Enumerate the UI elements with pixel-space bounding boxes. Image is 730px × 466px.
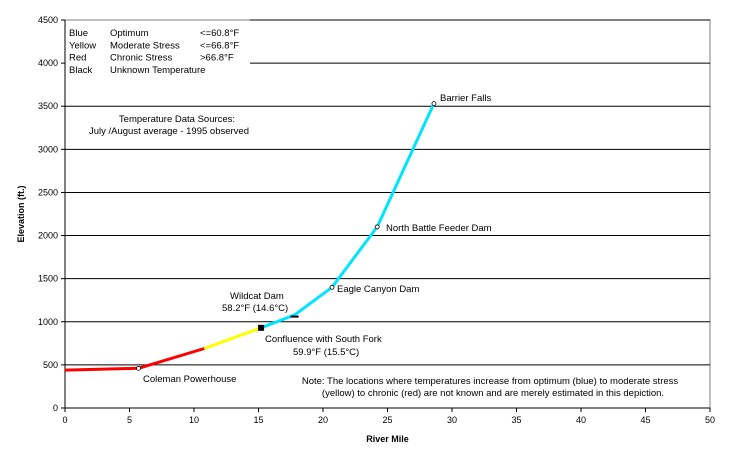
x-tick-label: 20 (318, 415, 328, 425)
y-tick-label: 2000 (38, 231, 58, 241)
y-tick-label: 4500 (38, 15, 58, 25)
x-tick-label: 5 (127, 415, 132, 425)
legend-color-name: Blue (69, 28, 88, 39)
location-label: Eagle Canyon Dam (337, 284, 419, 295)
wildcat-dam-temperature: 58.2°F (14.6°C) (222, 303, 288, 314)
axes: 0 500 1000 1500 2000 2500 3000 3500 4000 4500 0 5 10… (16, 15, 715, 444)
series-line (203, 326, 262, 350)
point-markers (136, 101, 437, 371)
location-point (329, 284, 335, 290)
confluence-temperature: 59.9°F (15.5°C) (293, 347, 359, 358)
y-tick-label: 3000 (38, 144, 58, 154)
legend-threshold: <=66.8°F (200, 40, 239, 51)
note-line-1: Note: The locations where temperatures i… (302, 376, 679, 387)
location-point (136, 365, 141, 371)
data-sources-detail: July /August average - 1995 observed (89, 126, 249, 137)
location-point (374, 224, 380, 230)
y-tick-label: 3500 (38, 101, 58, 111)
data-sources-title: Temperature Data Sources: (119, 114, 235, 125)
x-tick-label: 45 (640, 415, 650, 425)
y-tick-label: 1000 (38, 317, 58, 327)
y-tick-label: 500 (43, 360, 58, 370)
legend-color-name: Red (69, 53, 86, 64)
y-tick-label: 4000 (38, 58, 58, 68)
legend-threshold: <=60.8°F (200, 28, 239, 39)
legend: Blue Optimum <=60.8°F Yellow Moderate Stress… (66, 21, 250, 81)
legend-stress-level: Chronic Stress (110, 53, 173, 64)
legend-background (66, 21, 250, 81)
legend-color-name: Black (69, 65, 92, 76)
location-label: North Battle Feeder Dam (386, 223, 492, 234)
note-line-2: (yellow) to chronic (red) are not known … (322, 388, 664, 399)
legend-color-name: Yellow (69, 40, 96, 51)
legend-stress-level: Optimum (110, 28, 149, 39)
x-tick-label: 10 (189, 415, 199, 425)
x-tick-label: 25 (382, 415, 392, 425)
confluence-label: Confluence with South Fork (265, 334, 382, 345)
location-point (431, 101, 437, 107)
legend-stress-level: Moderate Stress (110, 40, 180, 51)
y-tick-label: 0 (53, 403, 58, 413)
x-tick-label: 35 (511, 415, 521, 425)
legend-stress-level: Unknown Temperature (110, 65, 205, 76)
series-line (138, 347, 205, 370)
legend-threshold: >66.8°F (200, 53, 234, 64)
x-tick-label: 0 (62, 415, 67, 425)
x-axis-title: River Mile (366, 434, 409, 444)
x-tick-label: 40 (576, 415, 586, 425)
location-label: Barrier Falls (440, 93, 491, 104)
x-tick-label: 15 (253, 415, 263, 425)
y-tick-label: 1500 (38, 274, 58, 284)
x-tick-label: 50 (705, 415, 715, 425)
series-line (64, 366, 139, 372)
confluence-marker (258, 324, 265, 331)
y-tick-label: 2500 (38, 187, 58, 197)
annotations: Coleman Powerhouse Eagle Canyon Dam North … (89, 93, 678, 399)
location-label: Coleman Powerhouse (143, 374, 236, 385)
wildcat-dam-label: Wildcat Dam (230, 291, 284, 302)
y-axis-title: Elevation (ft.) (16, 185, 26, 242)
x-tick-label: 30 (447, 415, 457, 425)
series-lines (64, 102, 436, 372)
